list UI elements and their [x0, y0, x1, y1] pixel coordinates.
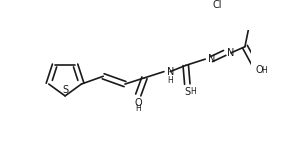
Text: N: N [167, 67, 174, 77]
Text: S: S [62, 85, 68, 95]
Text: Cl: Cl [212, 0, 221, 10]
Text: H: H [167, 76, 173, 85]
Text: O: O [134, 98, 142, 108]
Text: H: H [262, 66, 267, 75]
Text: S: S [184, 87, 190, 97]
Text: N: N [207, 54, 215, 64]
Text: N: N [227, 48, 235, 58]
Text: H: H [135, 104, 141, 114]
Text: H: H [190, 87, 196, 96]
Text: O: O [255, 65, 263, 75]
